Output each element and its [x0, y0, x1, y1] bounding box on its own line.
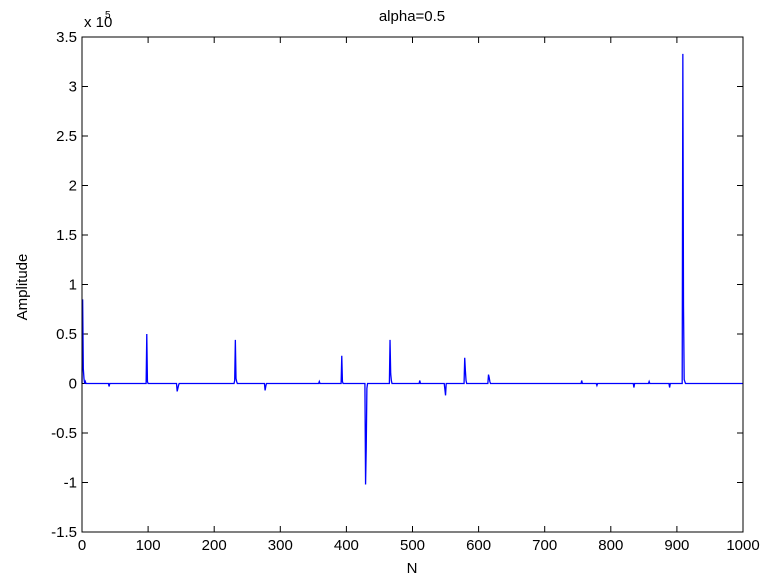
y-tick-label: 1	[69, 277, 77, 294]
plot-area	[81, 53, 743, 485]
x-tick-label: 400	[334, 537, 359, 554]
x-tick-labels: 0 100 200 300 400 500 600 700 800 900 1000	[78, 537, 760, 554]
y-tick-label: 1.5	[56, 227, 77, 244]
tick-marks	[81, 36, 744, 533]
x-tick-label: 0	[78, 537, 86, 554]
y-tick-label: 0.5	[56, 326, 77, 343]
y-tick-label: -1	[64, 475, 77, 492]
x-tick-label: 100	[136, 537, 161, 554]
x-tick-label: 800	[598, 537, 623, 554]
x-tick-label: 700	[532, 537, 557, 554]
y-tick-label: 3.5	[56, 29, 77, 46]
x-tick-label: 900	[664, 537, 689, 554]
x-tick-label: 300	[268, 537, 293, 554]
x-tick-label: 200	[202, 537, 227, 554]
y-multiplier-base: x 10	[84, 14, 112, 31]
x-axis-label: N	[407, 560, 418, 577]
y-multiplier-exponent: 5	[105, 10, 111, 21]
y-axis-multiplier: x 10 5	[84, 10, 112, 31]
x-tick-label: 1000	[726, 537, 759, 554]
chart-title: alpha=0.5	[379, 8, 445, 25]
y-tick-label: 2.5	[56, 128, 77, 145]
y-axis-label: Amplitude	[14, 254, 31, 321]
y-tick-label: -0.5	[51, 425, 77, 442]
y-tick-label: 0	[69, 376, 77, 393]
y-tick-labels: -1.5 -1 -0.5 0 0.5 1 1.5 2 2.5 3 3.5	[51, 29, 77, 541]
series-line	[81, 53, 743, 485]
x-tick-label: 500	[400, 537, 425, 554]
y-tick-label: -1.5	[51, 524, 77, 541]
x-tick-label: 600	[466, 537, 491, 554]
y-tick-label: 2	[69, 178, 77, 195]
y-tick-label: 3	[69, 79, 77, 96]
axes-box	[81, 36, 744, 533]
